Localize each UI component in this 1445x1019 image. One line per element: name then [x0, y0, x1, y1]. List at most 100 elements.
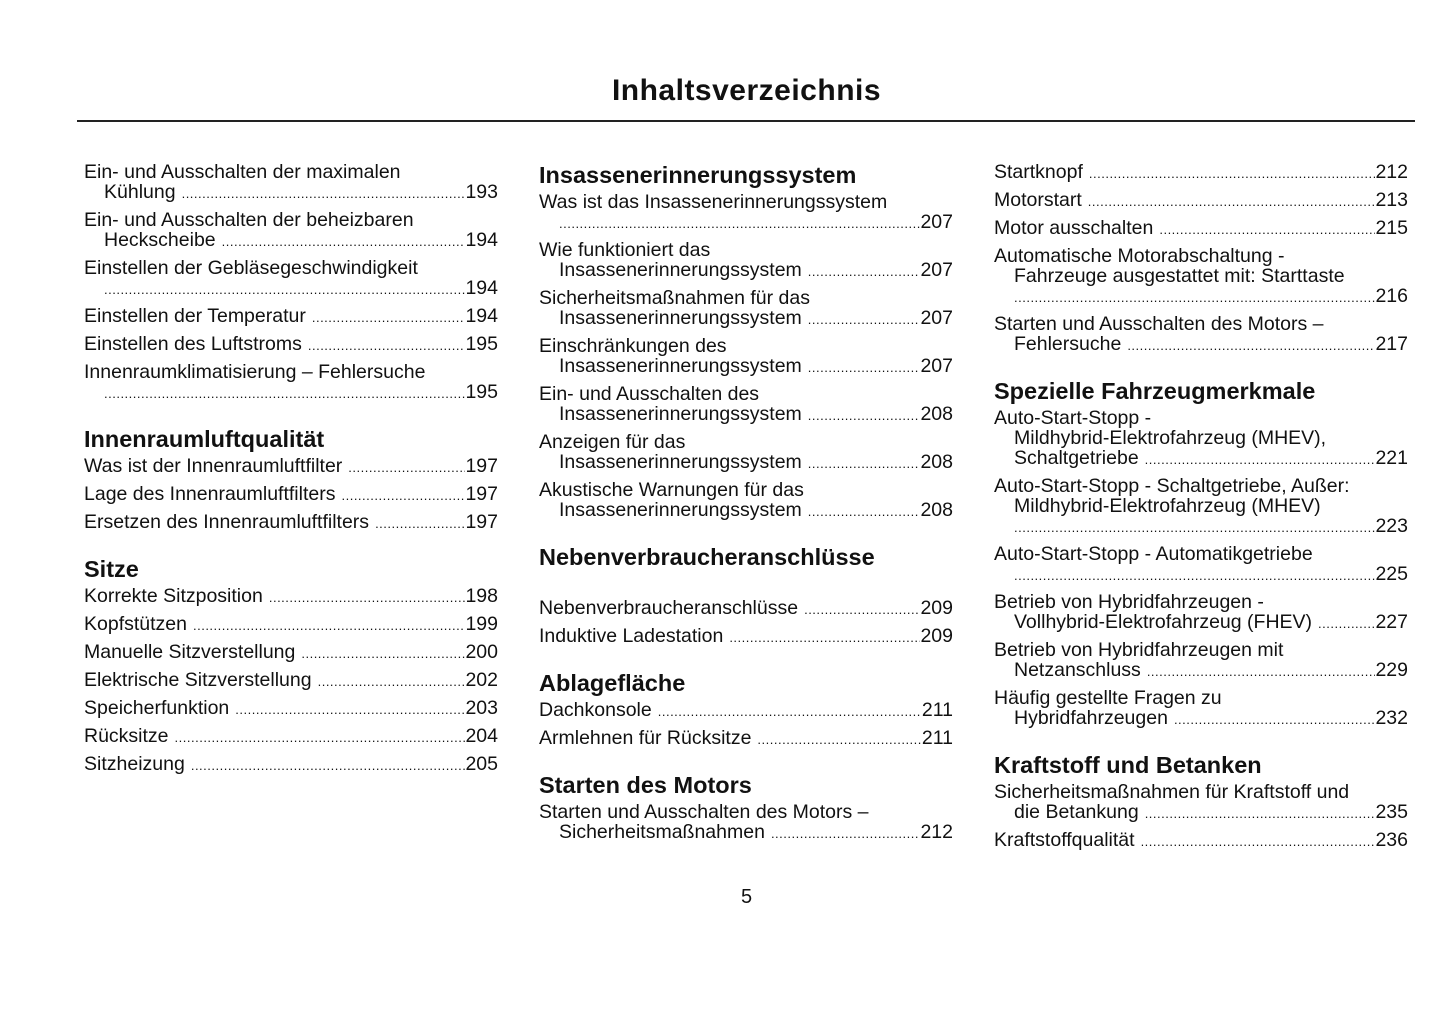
toc-entry[interactable]: Armlehnen für Rücksitze 211	[539, 728, 953, 750]
entry-text: Innenraumklimatisierung – Fehlersuche	[84, 361, 426, 383]
entry-page-number[interactable]: 199	[465, 613, 498, 635]
entry-page-number[interactable]: 235	[1375, 801, 1408, 823]
toc-entry[interactable]: Betrieb von Hybridfahrzeugen mit Netzansc…	[994, 640, 1408, 682]
entry-page-number[interactable]: 223	[1375, 515, 1408, 537]
toc-entry[interactable]: Starten und Ausschalten des Motors – Sich…	[539, 802, 953, 844]
entry-page-number[interactable]: 204	[465, 725, 498, 747]
toc-entry[interactable]: Einschränkungen des Insassenerinnerungssy…	[539, 336, 953, 378]
entry-page-number[interactable]: 212	[920, 821, 953, 843]
toc-entry[interactable]: Auto-Start-Stopp - Automatikgetriebe 225	[994, 544, 1408, 586]
toc-entry[interactable]: Wie funktioniert das Insassenerinnerungss…	[539, 240, 953, 282]
toc-entry[interactable]: Ersetzen des Innenraumluftfilters 197	[84, 512, 498, 534]
entry-page-number[interactable]: 211	[921, 727, 953, 749]
entry-page-number[interactable]: 215	[1375, 217, 1408, 239]
toc-entry[interactable]: Anzeigen für das Insassenerinnerungssyste…	[539, 432, 953, 474]
entry-text: Was ist der Innenraumluftfilter	[84, 455, 343, 477]
entry-page-number[interactable]: 194	[465, 305, 498, 327]
toc-entry[interactable]: Auto-Start-Stopp - Mildhybrid-Elektrofahr…	[994, 408, 1408, 470]
entry-page-number[interactable]: 213	[1375, 189, 1408, 211]
toc-entry[interactable]: Sicherheitsmaßnahmen für Kraftstoff und d…	[994, 782, 1408, 824]
toc-entry[interactable]: Automatische Motorabschaltung - Fahrzeuge…	[994, 246, 1408, 308]
entry-page-number[interactable]: 207	[920, 307, 953, 329]
entry-page-number[interactable]: 217	[1375, 333, 1408, 355]
toc-entry[interactable]: Einstellen des Luftstroms 195	[84, 334, 498, 356]
entry-page-number[interactable]: 200	[465, 641, 498, 663]
dot-leader	[312, 308, 466, 328]
toc-entry[interactable]: Innenraumklimatisierung – Fehlersuche 195	[84, 362, 498, 404]
toc-entry[interactable]: Kraftstoffqualität 236	[994, 830, 1408, 852]
toc-entry[interactable]: Startknopf 212	[994, 162, 1408, 184]
entry-page-number[interactable]: 236	[1375, 829, 1408, 851]
entry-text: Heckscheibe	[104, 229, 216, 251]
toc-entry[interactable]: Was ist der Innenraumluftfilter 197	[84, 456, 498, 478]
entry-page-number[interactable]: 198	[465, 585, 498, 607]
entry-last-line: Insassenerinnerungssystem 208	[539, 404, 953, 426]
entry-page-number[interactable]: 208	[920, 499, 953, 521]
entry-page-number[interactable]: 205	[465, 753, 498, 775]
entry-page-number[interactable]: 211	[921, 699, 953, 721]
entry-text: Betrieb von Hybridfahrzeugen -	[994, 591, 1264, 613]
entry-last-line: Ersetzen des Innenraumluftfilters 197	[84, 512, 498, 534]
entry-page-number[interactable]: 207	[920, 211, 953, 233]
toc-entry[interactable]: Einstellen der Temperatur 194	[84, 306, 498, 328]
toc-entry[interactable]: Akustische Warnungen für das Insassenerin…	[539, 480, 953, 522]
entry-page-number[interactable]: 197	[465, 455, 498, 477]
toc-entry[interactable]: Ein- und Ausschalten der beheizbaren Heck…	[84, 210, 498, 252]
entry-page-number[interactable]: 209	[920, 625, 953, 647]
entry-text: Mildhybrid-Elektrofahrzeug (MHEV),	[1014, 427, 1327, 449]
entry-page-number[interactable]: 194	[465, 229, 498, 251]
dot-leader	[191, 756, 466, 776]
entry-page-number[interactable]: 227	[1375, 611, 1408, 633]
entry-page-number[interactable]: 207	[920, 355, 953, 377]
entry-page-number[interactable]: 197	[465, 511, 498, 533]
dot-leader	[1174, 710, 1376, 730]
entry-page-number[interactable]: 216	[1375, 285, 1408, 307]
toc-entry[interactable]: Dachkonsole 211	[539, 700, 953, 722]
entry-page-number[interactable]: 221	[1375, 447, 1408, 469]
entry-page-number[interactable]: 229	[1375, 659, 1408, 681]
entry-page-number[interactable]: 232	[1375, 707, 1408, 729]
entry-page-number[interactable]: 209	[920, 597, 953, 619]
toc-entry[interactable]: Motor ausschalten 215	[994, 218, 1408, 240]
entry-page-number[interactable]: 225	[1375, 563, 1408, 585]
entry-text: Wie funktioniert das	[539, 239, 711, 261]
entry-page-number[interactable]: 208	[920, 451, 953, 473]
toc-entry[interactable]: Lage des Innenraumluftfilters 197	[84, 484, 498, 506]
dot-leader	[104, 280, 465, 300]
entry-page-number[interactable]: 202	[465, 669, 498, 691]
toc-entry[interactable]: Sicherheitsmaßnahmen für das Insassenerin…	[539, 288, 953, 330]
dot-leader	[1089, 164, 1376, 184]
toc-entry[interactable]: Korrekte Sitzposition 198	[84, 586, 498, 608]
toc-entry[interactable]: Kopfstützen 199	[84, 614, 498, 636]
entry-page-number[interactable]: 195	[465, 333, 498, 355]
entry-page-number[interactable]: 197	[465, 483, 498, 505]
entry-last-line: Elektrische Sitzverstellung 202	[84, 670, 498, 692]
entry-page-number[interactable]: 207	[920, 259, 953, 281]
entry-page-number[interactable]: 195	[465, 381, 498, 403]
entry-page-number[interactable]: 212	[1375, 161, 1408, 183]
toc-entry[interactable]: Induktive Ladestation 209	[539, 626, 953, 648]
toc-entry[interactable]: Sitzheizung 205	[84, 754, 498, 776]
toc-entry[interactable]: Starten und Ausschalten des Motors – Fehl…	[994, 314, 1408, 356]
toc-entry[interactable]: Ein- und Ausschalten des Insassenerinneru…	[539, 384, 953, 426]
entry-page-number[interactable]: 208	[920, 403, 953, 425]
toc-entry[interactable]: Nebenverbraucheranschlüsse 209	[539, 598, 953, 620]
entry-page-number[interactable]: 193	[465, 181, 498, 203]
toc-entry[interactable]: Manuelle Sitzverstellung 200	[84, 642, 498, 664]
dot-leader	[757, 730, 921, 750]
toc-entry[interactable]: Motorstart 213	[994, 190, 1408, 212]
toc-entry[interactable]: Ein- und Ausschalten der maximalen Kühlun…	[84, 162, 498, 204]
toc-entry[interactable]: Häufig gestellte Fragen zu Hybridfahrzeug…	[994, 688, 1408, 730]
toc-entry[interactable]: Einstellen der Gebläsegeschwindigkeit 194	[84, 258, 498, 300]
toc-entry[interactable]: Speicherfunktion 203	[84, 698, 498, 720]
entry-page-number[interactable]: 203	[465, 697, 498, 719]
toc-entry[interactable]: Betrieb von Hybridfahrzeugen - Vollhybrid…	[994, 592, 1408, 634]
toc-entry[interactable]: Auto-Start-Stopp - Schaltgetriebe, Außer…	[994, 476, 1408, 538]
toc-entry[interactable]: Was ist das Insassenerinnerungssystem 207	[539, 192, 953, 234]
toc-entry[interactable]: Elektrische Sitzverstellung 202	[84, 670, 498, 692]
toc-column-3: Startknopf 212 Motorstart 213 Motor ausschal…	[994, 162, 1408, 858]
toc-entry[interactable]: Rücksitze 204	[84, 726, 498, 748]
entry-text: Was ist das Insassenerinnerungssystem	[539, 191, 888, 213]
entry-page-number[interactable]: 194	[465, 277, 498, 299]
dot-leader	[804, 600, 920, 620]
